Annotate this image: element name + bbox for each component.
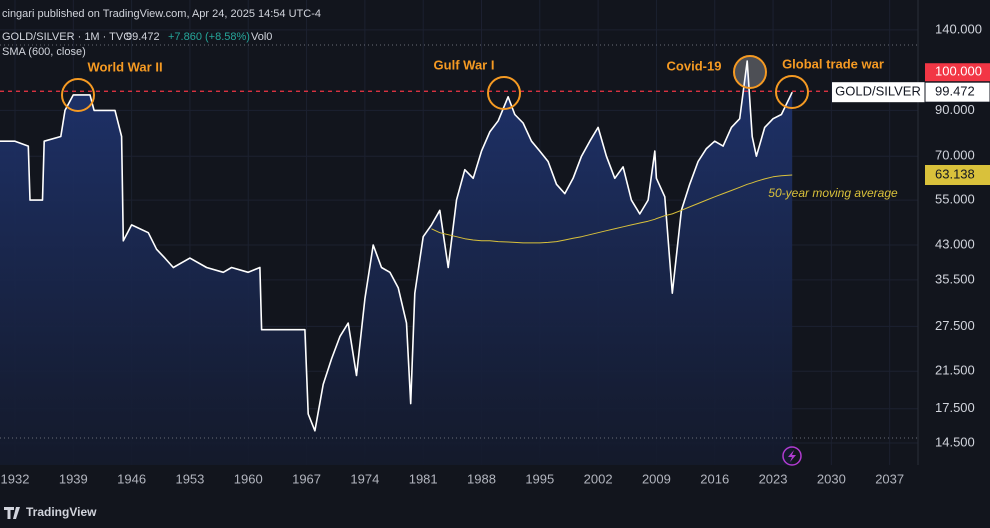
y-tick-label: 140.000 [935, 21, 982, 36]
annotation: Gulf War I [434, 57, 495, 72]
x-tick-label: 2016 [700, 471, 729, 486]
sma-tag [925, 164, 990, 185]
x-tick-label: 2030 [817, 471, 846, 486]
sma-annotation: 50-year moving average [768, 186, 898, 200]
symbol-tag [832, 82, 925, 103]
last-price-tag [924, 81, 990, 103]
x-tick-label: 2009 [642, 471, 671, 486]
x-tick-label: 1988 [467, 471, 496, 486]
annotation: Covid-19 [667, 58, 722, 73]
x-tick-label: 1939 [59, 471, 88, 486]
annotation: Global trade war [782, 56, 884, 71]
x-tick-label: 1932 [1, 471, 30, 486]
annotation-circle [775, 75, 809, 109]
publisher: cingari published on TradingView.com, Ap… [2, 8, 321, 20]
x-tick-label: 2023 [759, 471, 788, 486]
y-tick-label: 35.500 [935, 271, 975, 286]
plot-area [0, 60, 793, 465]
change: +7.860 (+8.58%) [168, 31, 250, 43]
event-icon[interactable] [782, 446, 802, 466]
x-tick-label: 1974 [350, 471, 379, 486]
symbol: GOLD/SILVER · 1M · TVC [2, 31, 131, 43]
x-tick-label: 1995 [525, 471, 554, 486]
event-icon-bolt [788, 450, 796, 462]
indicator: SMA (600, close) [2, 46, 86, 58]
area [0, 61, 793, 465]
x-tick-label: 1967 [292, 471, 321, 486]
sma-label: 63.138 [935, 166, 975, 181]
symbol-tag-label: GOLD/SILVER [835, 84, 921, 99]
last-price-label: 99.472 [935, 84, 975, 99]
annotation: World War II [87, 59, 162, 74]
y-tick-label: 43.000 [935, 236, 975, 251]
sma-line [431, 174, 793, 244]
price-line-tag [925, 63, 990, 82]
x-tick-label: 1960 [234, 471, 263, 486]
y-tick-label: 90.000 [935, 102, 975, 117]
annotation-circle [487, 76, 521, 110]
annotation-circle [733, 55, 767, 89]
last-price: 99.472 [126, 31, 160, 43]
x-tick-label: 1953 [175, 471, 204, 486]
price-line-label: 100.000 [935, 64, 982, 79]
x-tick-label: 2002 [584, 471, 613, 486]
annotation-circle [61, 78, 95, 112]
y-tick-label: 70.000 [935, 148, 975, 163]
y-tick-label: 27.500 [935, 318, 975, 333]
y-tick-label: 21.500 [935, 363, 975, 378]
y-tick-label: 17.500 [935, 400, 975, 415]
price-line [0, 60, 793, 432]
y-tick-label: 14.500 [935, 434, 975, 449]
logo [4, 507, 20, 519]
x-tick-label: 2037 [875, 471, 904, 486]
y-tick-label: 55.000 [935, 192, 975, 207]
x-tick-label: 1981 [409, 471, 438, 486]
volume: Vol0 [251, 31, 272, 43]
x-tick-label: 1946 [117, 471, 146, 486]
watermark: TradingView [26, 505, 97, 519]
